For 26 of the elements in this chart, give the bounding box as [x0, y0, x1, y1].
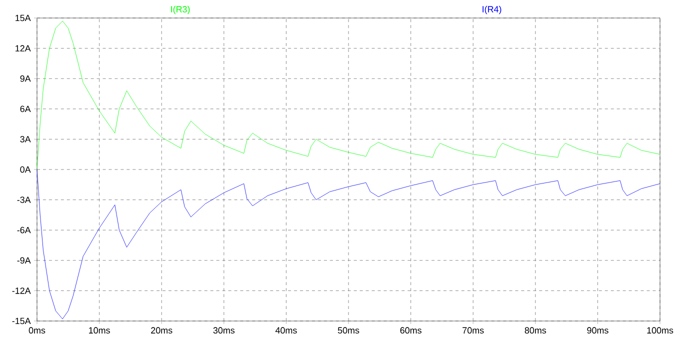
x-tick-label: 20ms	[151, 327, 172, 334]
x-tick-label: 80ms	[524, 327, 546, 334]
x-tick-label: 60ms	[400, 327, 422, 334]
line-series	[37, 169, 660, 320]
y-tick-label: 9A	[20, 75, 31, 82]
x-tick-label: 90ms	[587, 327, 608, 334]
y-tick-label: -15A	[12, 318, 31, 324]
y-tick-label: 15A	[16, 14, 31, 22]
y-tick-label: -6A	[17, 226, 31, 234]
y-tick-label: 6A	[20, 106, 31, 112]
text: I(R3)	[171, 6, 190, 14]
x-tick-label: 40ms	[275, 327, 297, 334]
x-tick-label: 30ms	[213, 327, 235, 334]
y-tick-label: 12A	[16, 45, 31, 52]
x-tick-label: 100ms	[647, 327, 674, 334]
y-tick-label: 0A	[20, 166, 31, 173]
x-tick-label: 0ms	[28, 327, 46, 334]
x-tick-label: 70ms	[462, 327, 484, 334]
y-tick-label: -12A	[12, 288, 31, 294]
y-tick-label: -3A	[17, 196, 31, 203]
y-tick-label: -9A	[17, 257, 31, 264]
y-tick-label: 3A	[20, 136, 31, 142]
x-tick-label: 10ms	[89, 327, 110, 334]
line-series	[37, 20, 660, 170]
text: I(R4)	[482, 6, 502, 14]
x-tick-label: 50ms	[338, 327, 360, 334]
